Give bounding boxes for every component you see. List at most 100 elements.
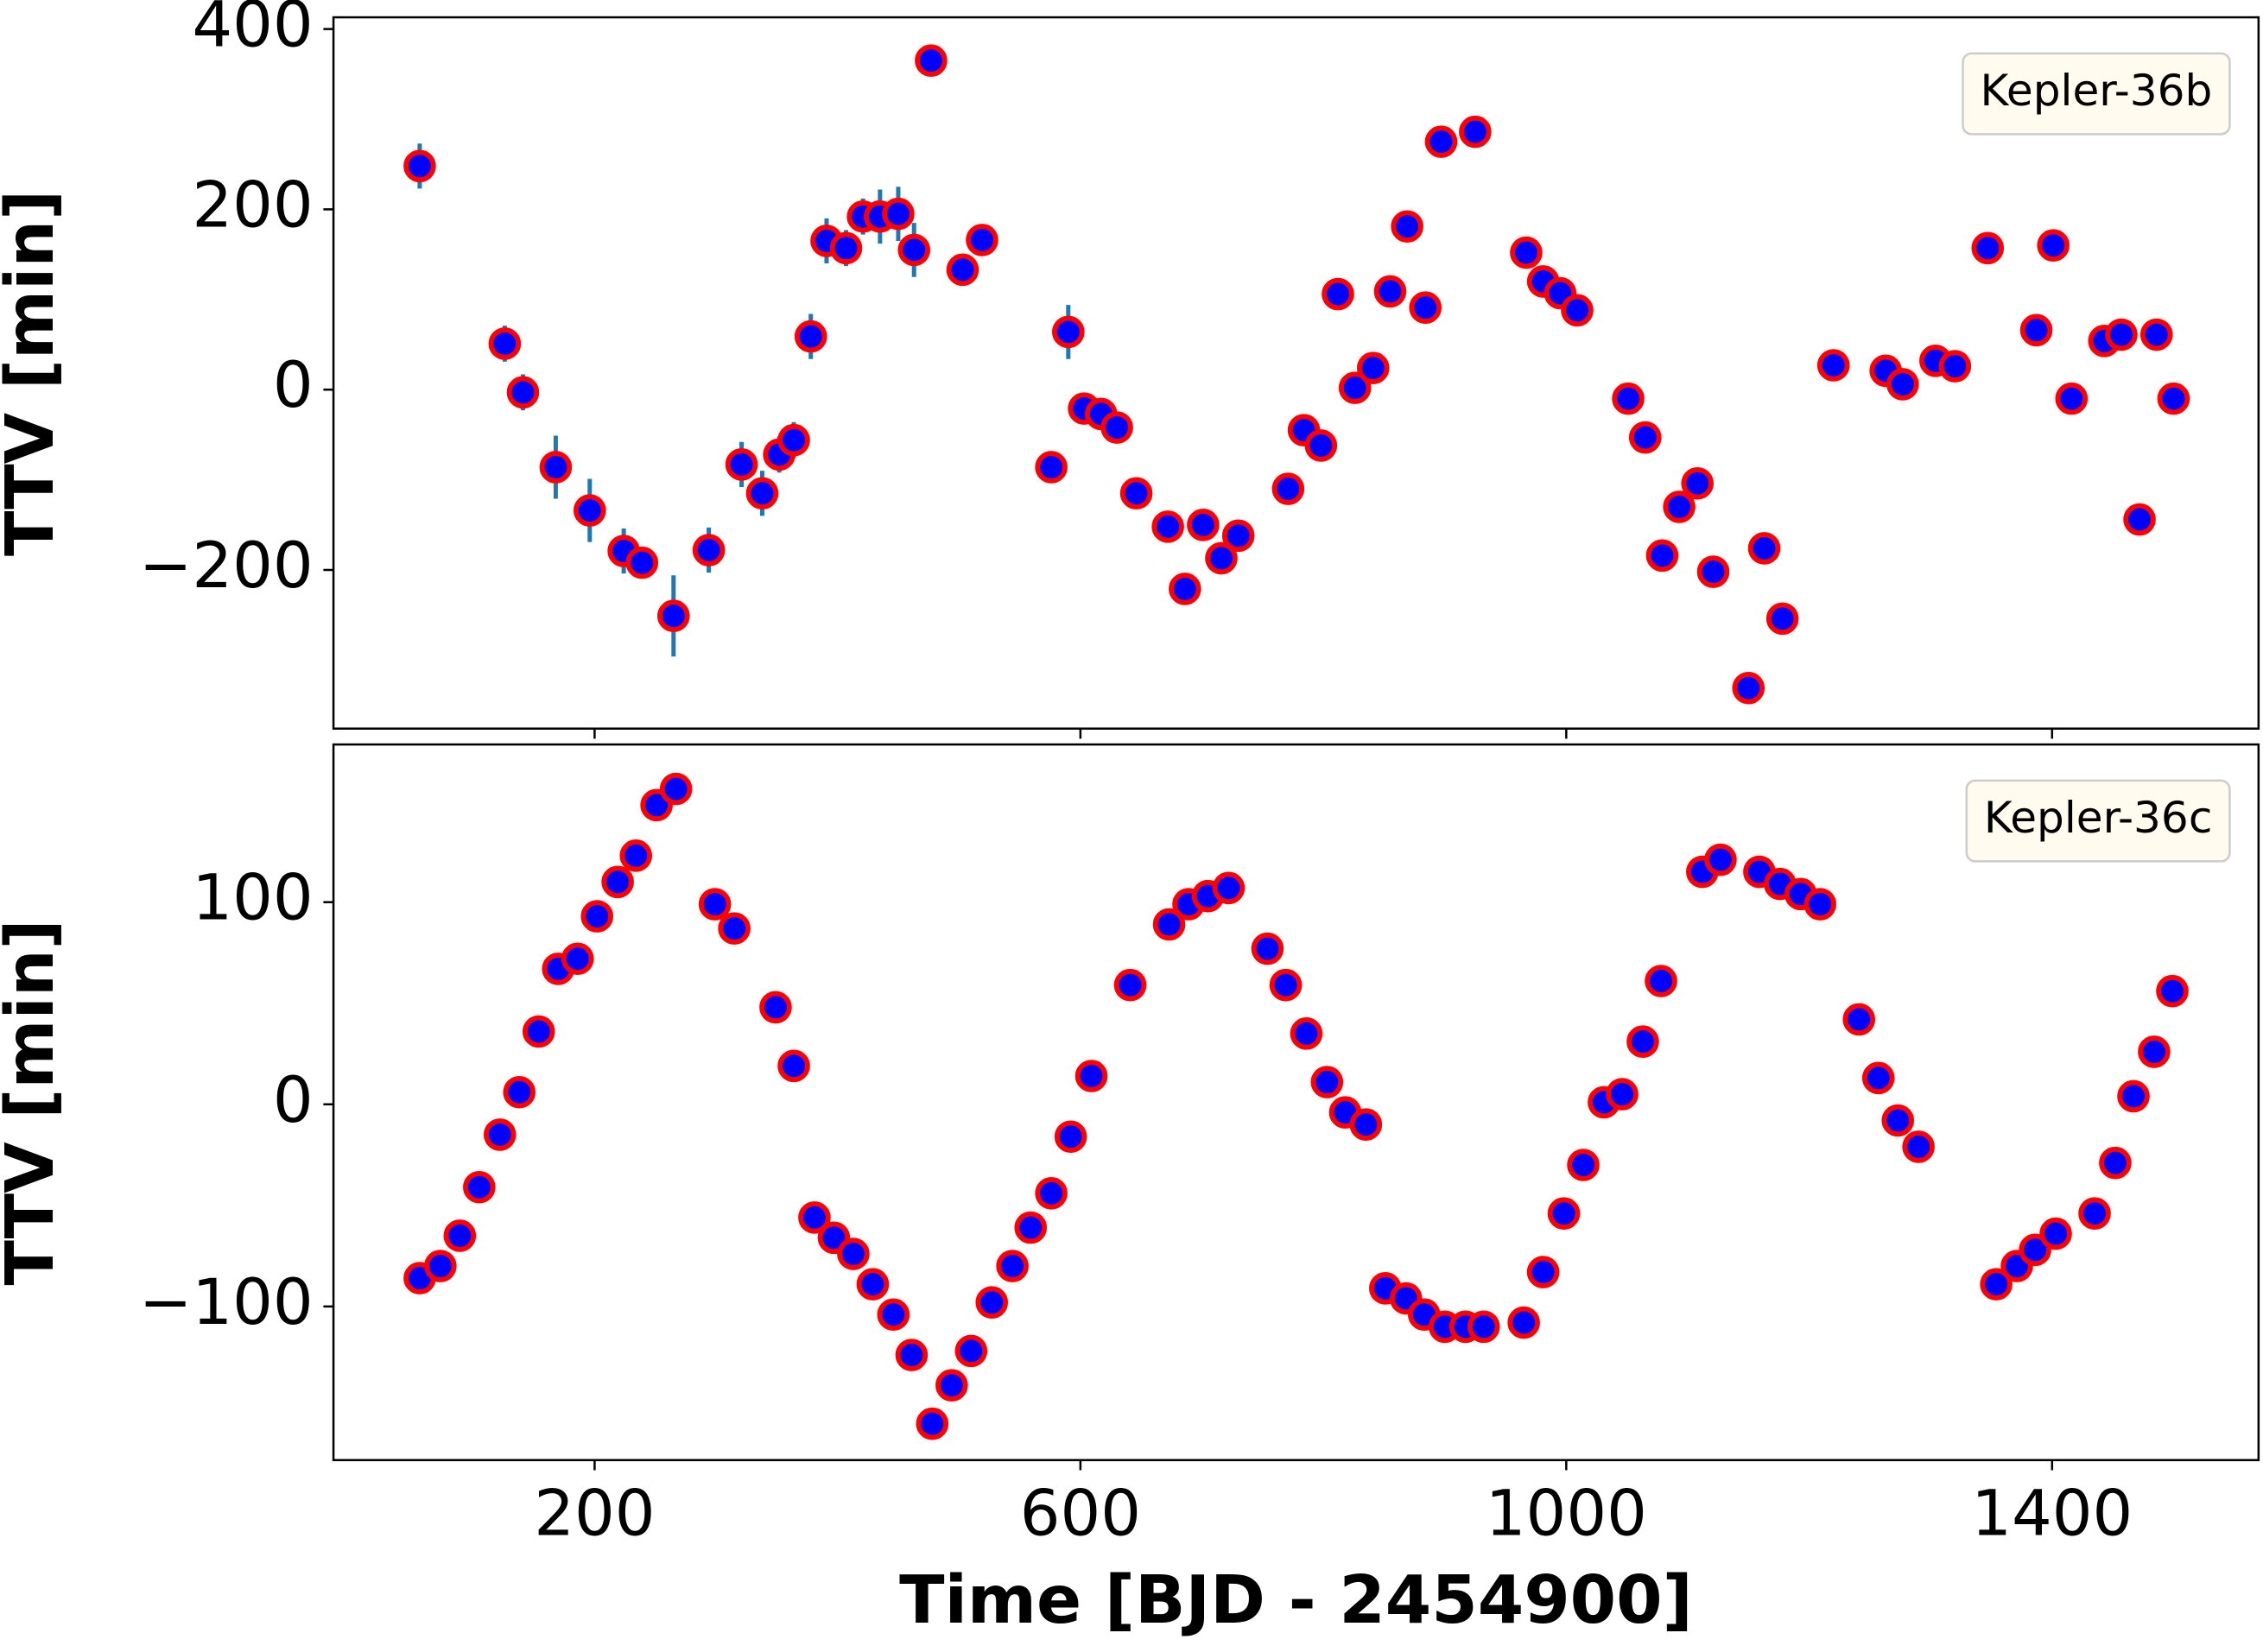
data-point [1356,351,1390,384]
data-point [522,1015,555,1048]
x-tick-label: 1400 [1971,1478,2133,1551]
data-point [692,534,726,566]
data-point [561,942,594,976]
y-tick-label: 0 [273,1064,314,1137]
data-point [1205,541,1238,575]
data-point [659,772,693,806]
data-point [837,1237,870,1270]
data-point [996,1250,1029,1282]
plot-frame [332,16,2260,730]
data-point [1014,1211,1048,1244]
data-point [601,865,634,899]
data-point [1269,968,1303,1002]
legend-box [1962,52,2231,136]
data-point [1151,510,1184,543]
data-point [1645,965,1677,997]
data-point [463,1170,496,1204]
data-point [1663,491,1696,523]
data-point [877,1298,910,1332]
data-point [2123,503,2156,536]
data-point [539,451,573,484]
data-point [1765,602,1799,636]
data-point [759,991,792,1024]
data-point [1221,519,1255,553]
data-point [954,1334,988,1368]
data-point [1054,1120,1087,1154]
data-point [895,1339,929,1371]
plot-frame [332,743,2260,1462]
data-point [1886,368,1919,401]
data-point [403,149,436,183]
data-point [856,1268,890,1301]
data-point [1100,411,1133,444]
data-point [1842,1003,1876,1036]
data-point [1816,349,1850,382]
data-point [718,912,751,945]
data-point [916,1407,949,1440]
data-point [1035,451,1068,484]
data-point [1510,236,1543,269]
legend: Kepler-36c [1965,779,2231,863]
data-point [1271,472,1305,505]
data-point [1409,291,1442,324]
data-point [1881,1104,1915,1137]
data-point [1628,421,1662,454]
data-point [777,1049,810,1083]
data-point [1696,555,1730,588]
data-point [1626,1025,1659,1059]
data-point [573,494,606,527]
data-point [2039,1217,2072,1250]
data-point [2055,382,2089,415]
data-point [1035,1176,1068,1210]
data-point [424,1250,457,1282]
data-point [1526,1256,1560,1288]
data-point [975,1286,1009,1319]
data-point [1074,1060,1108,1092]
data-point [698,888,732,921]
data-point [1803,888,1837,921]
data-point [1187,508,1220,541]
data-point [1119,477,1153,510]
y-tick-label: 0 [273,349,314,422]
data-point [1507,1306,1540,1339]
y-tick-label: 100 [192,862,313,935]
data-point [2156,974,2189,1008]
data-point [1459,115,1492,149]
y-tick-label: −100 [139,1266,314,1339]
data-point [966,224,998,256]
y-axis-label: TTV [min] [0,190,69,556]
data-point [657,599,690,633]
legend-label: Kepler-36b [1981,65,2213,116]
data-point [1424,125,1458,158]
y-tick-label: −200 [139,529,314,603]
data-point [1467,1310,1500,1344]
data-point [1322,277,1354,311]
x-tick-label: 600 [1020,1478,1141,1551]
data-point [745,477,779,510]
data-point [1861,1061,1895,1095]
legend: Kepler-36b [1962,52,2231,136]
data-point [794,320,827,353]
data-point [1304,429,1338,462]
data-point [1373,275,1407,308]
data-point [1567,1149,1600,1181]
data-point [1310,1066,1344,1098]
data-point [2105,318,2138,351]
data-point [2139,318,2173,351]
data-point [443,1219,477,1252]
data-point [777,423,810,457]
data-point [882,197,915,231]
data-point [1561,294,1594,327]
data-point [2037,229,2070,262]
data-point [1902,1130,1935,1163]
y-axis-label: TTV [min] [0,919,69,1285]
data-point [2099,1146,2132,1180]
data-point [798,1201,831,1234]
data-point [1113,968,1147,1002]
data-point [1547,1197,1581,1230]
y-tick-label: 400 [192,0,313,62]
data-point [1290,1017,1323,1050]
data-point [1349,1108,1383,1141]
data-point [488,327,522,360]
